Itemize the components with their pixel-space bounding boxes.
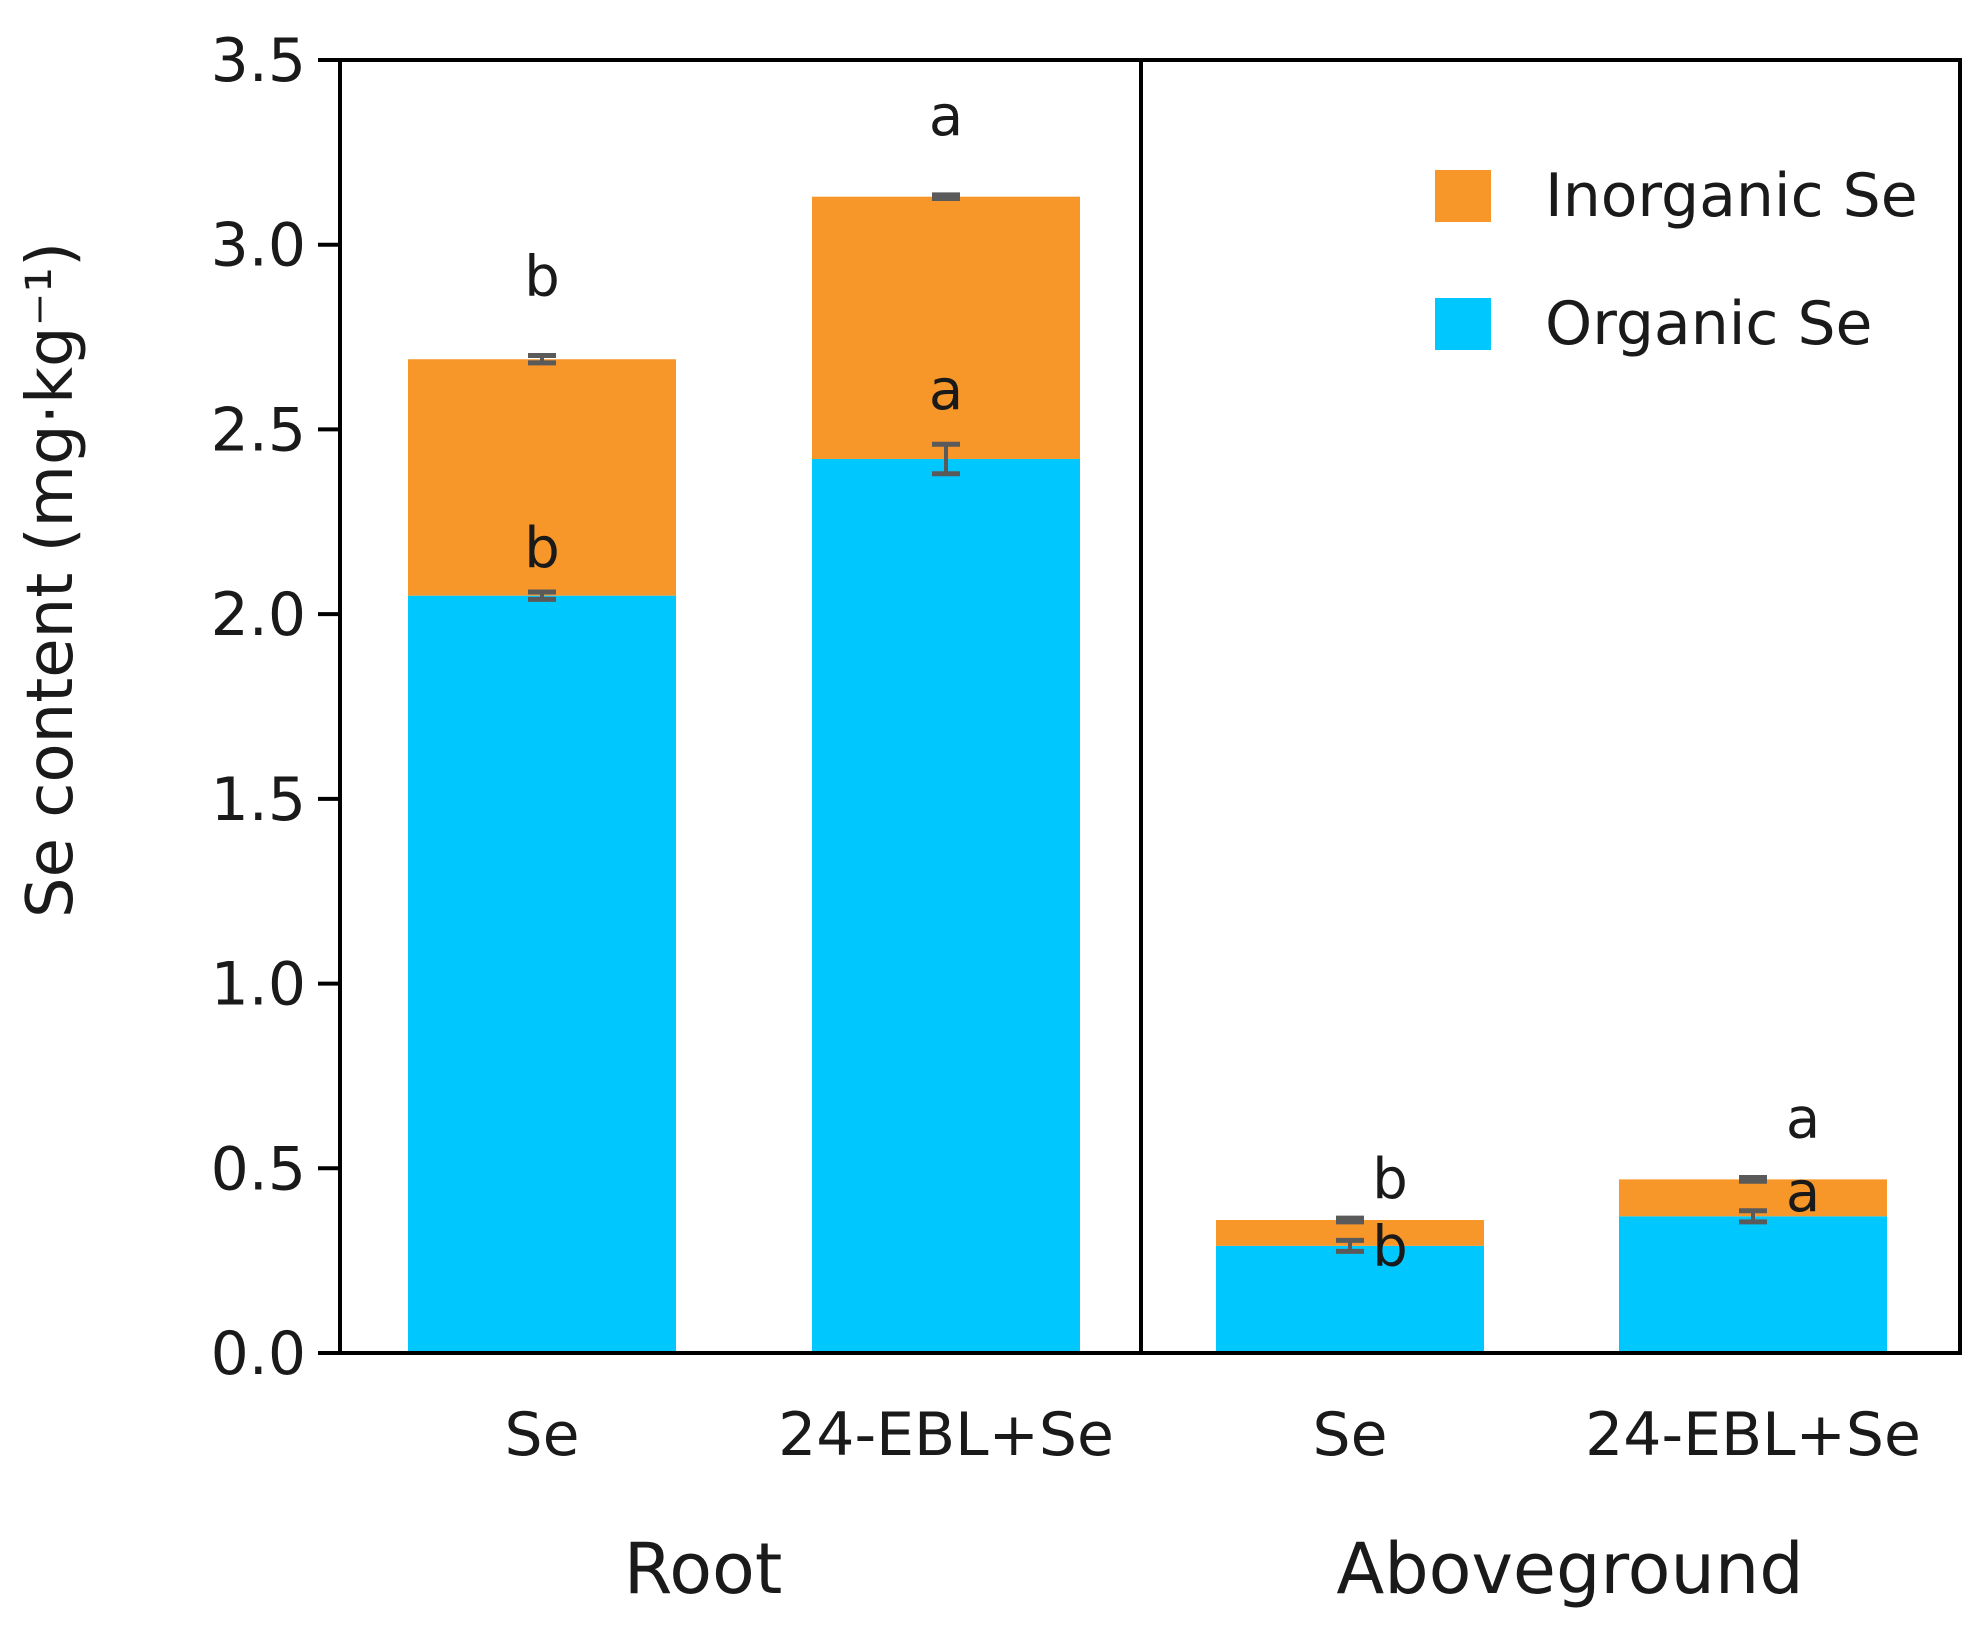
error-bar-inorganic-se-4 xyxy=(1739,1175,1767,1184)
y-axis-title: Se content (mg·kg⁻¹) xyxy=(14,242,88,918)
legend-label-1: Inorganic Se xyxy=(1545,161,1918,231)
error-bar-organic-se-2 xyxy=(932,441,960,477)
error-bar-inorganic-se-2 xyxy=(932,192,960,202)
legend-label-2: Organic Se xyxy=(1545,289,1872,359)
legend-swatch-1 xyxy=(1435,170,1491,222)
plot-frame xyxy=(338,58,1962,1355)
legend-item-1: Inorganic Se xyxy=(1435,161,1918,231)
bar-organic-se-1 xyxy=(408,595,676,1353)
x-category-label-1: Se xyxy=(505,1400,580,1470)
group-label-root: Root xyxy=(624,1528,783,1610)
group-label-aboveground: Aboveground xyxy=(1336,1528,1803,1610)
sig-label-inorganic-se-2: a xyxy=(929,84,963,149)
x-category-label-2: 24-EBL+Se xyxy=(778,1400,1114,1470)
sig-label-organic-se-3: b xyxy=(1372,1214,1408,1279)
sig-label-inorganic-se-3: b xyxy=(1372,1147,1408,1212)
x-category-label-4: 24-EBL+Se xyxy=(1585,1400,1921,1470)
legend-swatch-2 xyxy=(1435,298,1491,350)
sig-label-organic-se-1: b xyxy=(524,516,560,581)
x-axis: Se 24-EBL+Se Root Se 24-EBL+Se Aboveground xyxy=(505,1400,1921,1610)
legend: Inorganic Se Organic Se xyxy=(1435,161,1918,359)
bar-inorganic-se-1 xyxy=(408,359,676,596)
sig-label-organic-se-2: a xyxy=(929,358,963,423)
legend-item-2: Organic Se xyxy=(1435,289,1872,359)
error-bar-inorganic-se-3 xyxy=(1336,1215,1364,1225)
y-tick-label-5: 2.0 xyxy=(211,580,306,650)
bar-inorganic-se-2 xyxy=(812,196,1080,459)
y-tick-label-4: 1.5 xyxy=(211,765,306,835)
y-tick-label-7: 3.0 xyxy=(211,211,306,281)
error-bar-organic-se-3 xyxy=(1336,1237,1364,1254)
bars-layer xyxy=(408,196,1887,1353)
sig-label-inorganic-se-1: b xyxy=(524,245,560,310)
sig-label-organic-se-4: a xyxy=(1786,1160,1820,1225)
y-tick-label-8: 3.5 xyxy=(211,26,306,96)
y-tick-label-3: 1.0 xyxy=(211,950,306,1020)
plot-border xyxy=(338,58,1962,1355)
error-bar-organic-se-4 xyxy=(1739,1208,1767,1225)
y-tick-label-2: 0.5 xyxy=(211,1134,306,1204)
bar-organic-se-2 xyxy=(812,458,1080,1353)
x-category-label-3: Se xyxy=(1313,1400,1388,1470)
error-bars-layer xyxy=(528,192,1767,1254)
error-bar-inorganic-se-1 xyxy=(528,353,556,366)
y-tick-label-1: 0.0 xyxy=(211,1319,306,1389)
y-tick-label-6: 2.5 xyxy=(211,395,306,465)
sig-label-inorganic-se-4: a xyxy=(1786,1087,1820,1152)
y-axis: 0.0 0.5 1.0 1.5 2.0 2.5 3.0 3.5 xyxy=(211,26,340,1389)
bar-organic-se-3 xyxy=(1216,1245,1484,1353)
bar-organic-se-4 xyxy=(1619,1216,1887,1353)
error-bar-organic-se-1 xyxy=(528,589,556,602)
